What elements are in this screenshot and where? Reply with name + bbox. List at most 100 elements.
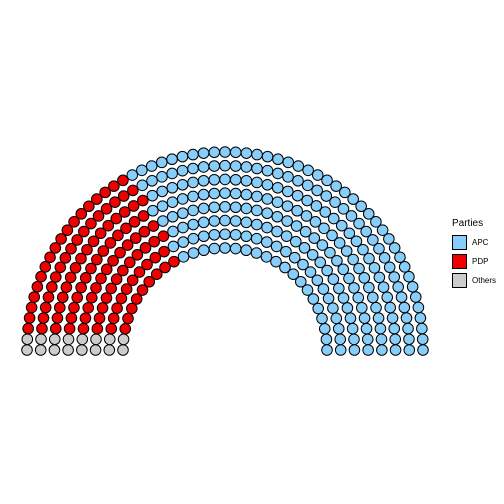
seat-apc [295,275,307,288]
seat-apc [187,190,199,203]
seat-apc [337,263,350,276]
seat-apc [219,173,231,186]
seat-apc [271,181,284,194]
seat-pdp [110,212,123,225]
seat-apc [311,169,324,181]
seat-pdp [60,281,73,294]
seat-apc [297,258,309,271]
seat-pdp [95,272,107,285]
seat-apc [317,283,330,295]
seat-others [103,333,116,346]
seat-apc [197,244,210,257]
seat-pdp [100,203,113,215]
seat-apc [403,270,415,283]
seat-pdp [85,262,97,275]
seat-pdp [121,239,134,251]
seat-others [21,333,34,346]
seat-pdp [139,242,152,254]
seat-pdp [44,251,56,264]
seat-apc [251,162,263,175]
seat-apc [229,146,242,159]
seat-apc [289,235,302,248]
seat-apc [357,243,369,256]
seat-others [62,333,75,346]
seat-pdp [105,322,118,335]
seat-apc [400,312,413,324]
seat-apc [291,189,304,202]
seat-pdp [123,256,136,269]
seat-apc [363,281,375,294]
seat-apc [292,160,305,172]
seat-apc [333,282,345,295]
seat-pdp [117,264,129,277]
seat-apc [146,174,158,187]
seat-apc [300,210,313,222]
seat-apc [321,344,333,356]
seat-apc [326,229,338,242]
seat-apc [416,333,429,346]
seat-apc [327,212,340,225]
seat-apc [416,322,428,335]
seat-apc [398,261,411,273]
seat-pdp [55,233,67,245]
seat-pdp [126,274,139,287]
seat-others [48,333,61,346]
seat-pdp [127,200,140,212]
seat-apc [337,203,350,215]
seat-pdp [28,291,41,303]
seat-apc [229,187,242,200]
seat-apc [136,179,149,192]
legend: Parties APC PDP Others [452,218,496,290]
seat-apc [177,221,189,234]
seat-others [90,333,102,346]
seat-apc [187,204,199,217]
seat-pdp [71,291,83,304]
seat-pdp [68,301,80,314]
seat-apc [240,174,253,187]
seat-apc [229,228,242,241]
seat-apc [348,333,360,346]
seat-pdp [75,252,87,265]
seat-apc [176,178,189,191]
seat-apc [187,218,200,231]
seat-pdp [64,271,77,284]
seat-apc [229,173,242,186]
seat-apc [292,174,304,187]
seat-apc [321,174,333,187]
seat-apc [409,291,422,303]
seat-apc [360,322,373,335]
legend-label: PDP [472,257,489,266]
seat-apc [197,202,210,215]
seat-apc [414,312,427,324]
seat-pdp [120,222,132,235]
seat-pdp [127,184,139,197]
seat-apc [417,344,429,356]
seat-others [89,344,102,356]
seat-apc [310,200,323,212]
seat-apc [320,333,333,346]
seat-apc [147,204,159,217]
seat-apc [312,302,324,315]
seat-pdp [108,180,120,192]
seat-apc [376,344,388,356]
seat-apc [197,161,210,173]
seat-apc [403,333,415,346]
seat-apc [197,188,210,201]
seat-apc [333,237,346,249]
seat-apc [339,186,351,199]
seat-apc [381,291,394,304]
seat-apc [272,153,284,166]
seat-apc [395,291,408,303]
seat-pdp [131,248,144,261]
seat-apc [261,207,273,220]
seat-apc [302,164,314,177]
seat-pdp [25,301,38,314]
seat-pdp [37,312,50,324]
seat-apc [208,173,221,186]
seat-apc [280,230,293,242]
seat-apc [219,187,231,199]
seat-apc [363,252,375,265]
seat-pdp [100,263,113,276]
seat-pdp [69,262,82,274]
legend-label: APC [472,238,489,247]
